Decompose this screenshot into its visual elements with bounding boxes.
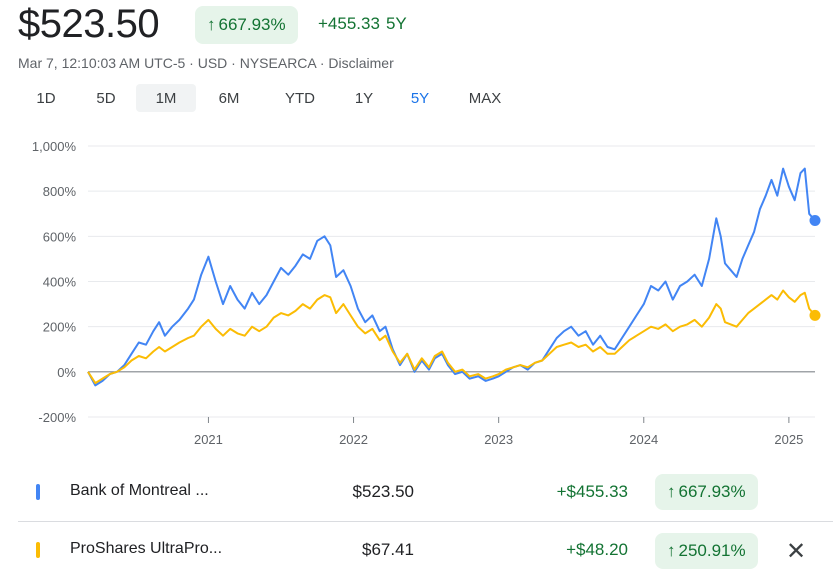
tab-5d[interactable]: 5D xyxy=(96,89,116,107)
up-arrow-icon: ↑ xyxy=(667,482,676,501)
series-line-proshares xyxy=(87,289,816,385)
quote-meta-text: Mar 7, 12:10:03 AM UTC-5 · USD · NYSEARC… xyxy=(18,55,394,71)
row-percent-badge: ↑ 250.91% xyxy=(655,533,758,569)
series-swatch-blue xyxy=(36,484,40,500)
percent-change-value: 667.93% xyxy=(218,15,286,34)
quote-meta: Mar 7, 12:10:03 AM UTC-5 · USD · NYSEARC… xyxy=(18,55,394,71)
x-tick-label: 2024 xyxy=(629,432,658,447)
comparison-row-1[interactable]: Bank of Montreal ... $523.50 +$455.33 ↑ … xyxy=(18,466,833,521)
period-label: 5Y xyxy=(385,14,407,33)
tab-ytd[interactable]: YTD xyxy=(285,89,315,107)
y-tick-label: -200% xyxy=(38,410,76,425)
row-percent-value: 250.91% xyxy=(678,541,746,560)
x-tick-label: 2021 xyxy=(194,432,223,447)
y-tick-label: 0% xyxy=(57,365,76,380)
up-arrow-icon: ↑ xyxy=(207,15,216,34)
y-tick-label: 400% xyxy=(43,275,77,290)
y-tick-label: 1,000% xyxy=(32,139,77,154)
tab-6m[interactable]: 6M xyxy=(218,89,240,107)
remove-comparison-close-icon[interactable]: ✕ xyxy=(786,538,807,565)
up-arrow-icon: ↑ xyxy=(667,541,676,560)
row-percent-badge: ↑ 667.93% xyxy=(655,474,758,510)
row-name: Bank of Montreal ... xyxy=(70,482,209,499)
x-tick-label: 2025 xyxy=(774,432,803,447)
series-endpoint-proshares xyxy=(809,309,821,321)
x-tick-label: 2023 xyxy=(484,432,513,447)
tab-1d[interactable]: 1D xyxy=(36,89,56,107)
y-tick-label: 800% xyxy=(43,184,77,199)
row-change: +$455.33 xyxy=(556,482,628,501)
y-tick-label: 200% xyxy=(43,320,77,335)
tab-5y[interactable]: 5Y xyxy=(410,89,430,107)
row-price: $523.50 xyxy=(352,482,414,501)
tab-1m[interactable]: 1M xyxy=(136,84,196,112)
percent-change-badge: ↑ 667.93% xyxy=(195,6,298,44)
series-endpoint-bank-of-montreal xyxy=(809,215,821,227)
x-tick-label: 2022 xyxy=(339,432,368,447)
row-percent-value: 667.93% xyxy=(678,482,746,501)
tab-max[interactable]: MAX xyxy=(468,89,502,107)
row-price: $67.41 xyxy=(362,540,414,559)
row-divider xyxy=(18,521,833,522)
line-chart: 1,000% 800% 600% 400% 200% 0% -200% 2021 2022 202… xyxy=(32,139,821,447)
comparison-row-2[interactable]: ProShares UltraPro... $67.41 +$48.20 ↑ 2… xyxy=(18,524,833,579)
series-line-bank-of-montreal xyxy=(87,167,816,387)
absolute-change: +455.33 5Y xyxy=(318,14,407,34)
series-swatch-yellow xyxy=(36,542,40,558)
absolute-change-value: +455.33 xyxy=(318,14,380,33)
tab-1y[interactable]: 1Y xyxy=(354,89,374,107)
row-name: ProShares UltraPro... xyxy=(70,540,223,557)
row-change: +$48.20 xyxy=(566,540,628,559)
y-tick-label: 600% xyxy=(43,229,77,244)
current-price: $523.50 xyxy=(18,2,160,46)
